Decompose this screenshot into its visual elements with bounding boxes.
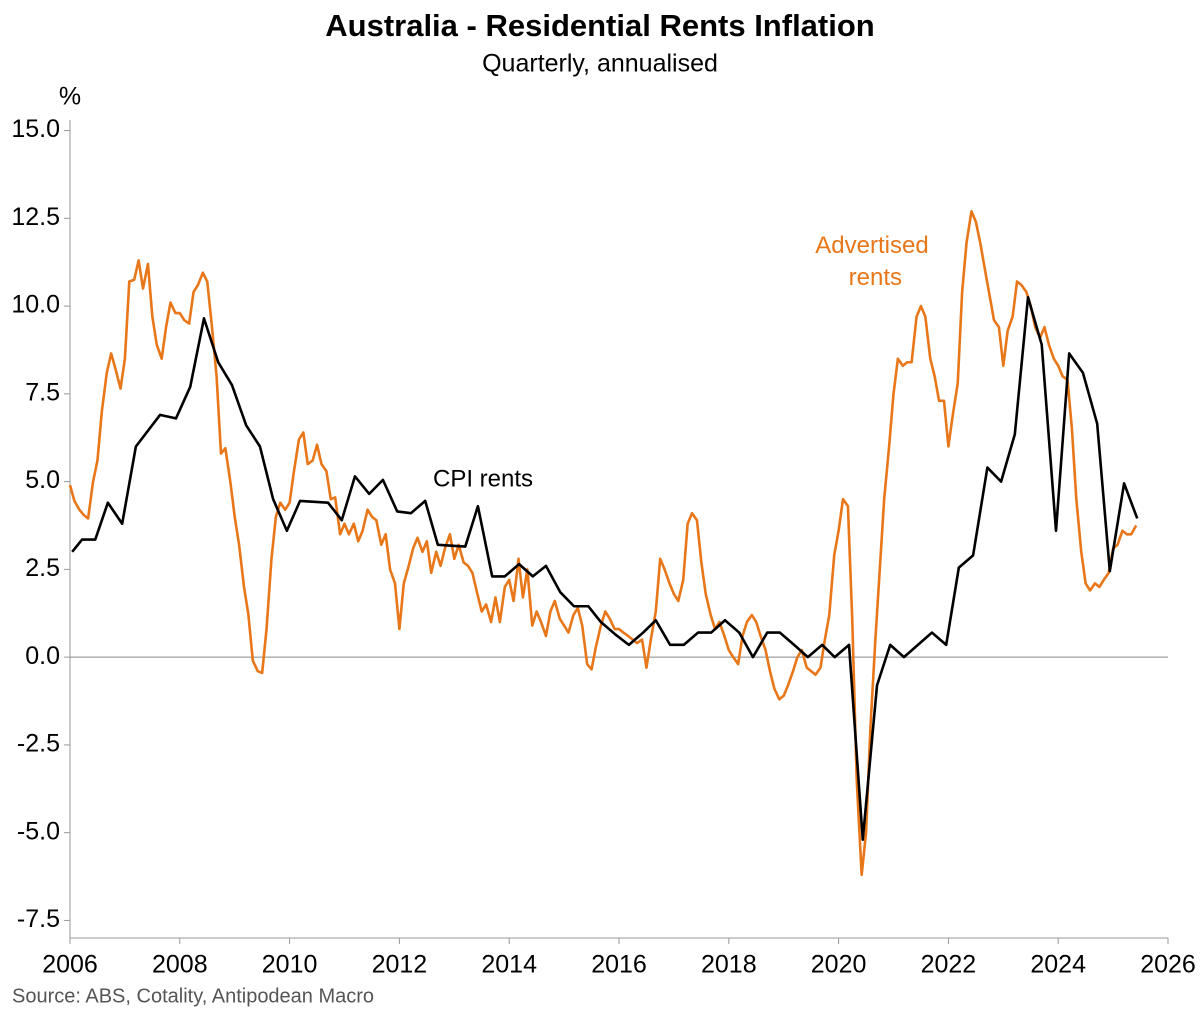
y-tick-label: 7.5 xyxy=(25,378,60,406)
series-label: Advertised rents xyxy=(815,232,928,291)
series-line xyxy=(68,209,1138,877)
y-tick-label: 0.0 xyxy=(25,642,60,670)
y-axis-label: % xyxy=(59,83,81,111)
y-tick-label: 2.5 xyxy=(25,554,60,582)
x-tick-label: 2006 xyxy=(42,951,98,979)
x-tick-label: 2008 xyxy=(152,951,208,979)
x-tick-label: 2014 xyxy=(481,951,537,979)
series-label: CPI rents xyxy=(433,465,533,492)
y-tick-label: 5.0 xyxy=(25,466,60,494)
x-tick-label: 2020 xyxy=(811,951,867,979)
chart-title: Australia - Residential Rents Inflation xyxy=(325,8,874,43)
source-note: Source: ABS, Cotality, Antipodean Macro xyxy=(12,985,374,1007)
x-tick-label: 2010 xyxy=(262,951,318,979)
y-tick-label: -2.5 xyxy=(17,730,60,758)
y-tick-label: 15.0 xyxy=(11,115,60,143)
y-tick-label: -7.5 xyxy=(17,905,60,933)
x-tick-label: 2022 xyxy=(921,951,977,979)
y-tick-label: -5.0 xyxy=(17,817,60,845)
x-tick-label: 2012 xyxy=(372,951,428,979)
x-tick-label: 2018 xyxy=(701,951,757,979)
chart-subtitle: Quarterly, annualised xyxy=(482,50,718,78)
y-tick-label: 12.5 xyxy=(11,203,60,231)
x-tick-label: 2016 xyxy=(591,951,647,979)
x-tick-label: 2024 xyxy=(1030,951,1086,979)
series-line xyxy=(71,295,1139,841)
x-tick-label: 2026 xyxy=(1140,951,1196,979)
y-tick-label: 10.0 xyxy=(11,291,60,319)
